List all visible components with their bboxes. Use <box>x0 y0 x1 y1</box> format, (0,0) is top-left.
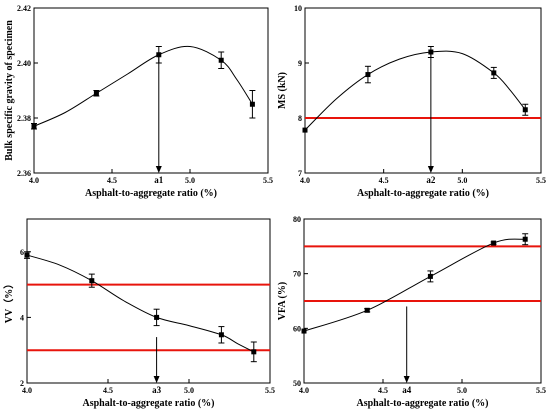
y-tick-label: 4 <box>20 313 24 322</box>
data-point <box>365 72 371 78</box>
x-tick-label: 4.0 <box>29 176 39 185</box>
y-tick-label: 6 <box>20 248 24 257</box>
data-point <box>302 127 308 133</box>
x-tick-label: 5.5 <box>263 176 273 185</box>
x-axis-title: Asphalt-to-aggregate ratio (%) <box>357 188 489 199</box>
y-axis-title: VV（%） <box>2 279 15 323</box>
chart-panel-ms: Asphalt-to-aggregate ratio (%) MS (kN) a… <box>277 4 546 199</box>
plot-frame <box>33 7 269 174</box>
x-tick-label: 5.0 <box>457 386 467 395</box>
y-tick-label: 2.42 <box>17 4 31 13</box>
plot-frame <box>304 7 542 174</box>
x-tick-label: 4.0 <box>22 386 32 395</box>
x-axis-title: Asphalt-to-aggregate ratio (%) <box>82 398 214 409</box>
x-tick-label: 5.0 <box>184 386 194 395</box>
y-tick-label: 2.36 <box>17 169 31 178</box>
x-tick-label: 5.5 <box>536 386 546 395</box>
fitted-curve <box>303 238 526 332</box>
chart-panel-vv: Asphalt-to-aggregate ratio (%) VV（%） a3 … <box>2 218 275 409</box>
x-axis-title: Asphalt-to-aggregate ratio (%) <box>85 188 217 199</box>
data-point <box>93 90 99 96</box>
marker-label-a2: a2 <box>426 175 436 185</box>
y-axis-title: MS (kN) <box>277 72 288 109</box>
y-tick-label: 8 <box>298 114 302 123</box>
marker-label-a1: a1 <box>154 175 164 185</box>
data-point <box>154 314 160 320</box>
marker-arrow-head <box>153 376 160 383</box>
fitted-curve <box>26 254 255 353</box>
x-tick-label: 5.0 <box>457 176 467 185</box>
data-point <box>301 328 307 334</box>
marker-arrow-head <box>427 166 434 173</box>
y-tick-label: 10 <box>294 4 302 13</box>
data-point <box>249 101 255 107</box>
x-tick-label: 4.5 <box>107 176 117 185</box>
x-tick-label: 4.5 <box>378 386 388 395</box>
y-tick-label: 60 <box>293 324 301 333</box>
marker-label-a4: a4 <box>402 385 412 395</box>
y-axis-title: VFA (%) <box>277 282 288 320</box>
y-tick-label: 7 <box>298 169 302 178</box>
marker-label-a3: a3 <box>152 385 162 395</box>
y-tick-label: 2.40 <box>17 59 31 68</box>
data-point <box>491 240 497 246</box>
y-tick-label: 9 <box>298 59 302 68</box>
x-tick-label: 5.0 <box>185 176 195 185</box>
data-point <box>522 107 528 113</box>
chart-panel-bulk-specific-gravity: Asphalt-to-aggregate ratio (%) Bulk spec… <box>4 4 273 199</box>
x-tick-label: 4.0 <box>300 176 310 185</box>
data-point <box>89 278 95 284</box>
marker-arrow-head <box>403 376 410 383</box>
data-point <box>24 252 30 258</box>
y-tick-label: 50 <box>293 379 301 388</box>
y-tick-label: 2.38 <box>17 114 31 123</box>
data-point <box>491 70 497 76</box>
data-point <box>218 57 224 63</box>
marker-arrow-head <box>155 166 162 173</box>
x-tick-label: 4.5 <box>379 176 389 185</box>
chart-panel-vfa: Asphalt-to-aggregate ratio (%) VFA (%) a… <box>277 215 546 409</box>
data-point <box>427 273 433 279</box>
x-tick-label: 4.0 <box>299 386 309 395</box>
y-tick-label: 70 <box>293 270 301 279</box>
plot-frame <box>26 218 271 384</box>
x-axis-title: Asphalt-to-aggregate ratio (%) <box>356 398 488 409</box>
data-point <box>251 349 257 355</box>
y-tick-label: 2 <box>20 379 24 388</box>
y-tick-label: 80 <box>293 215 301 224</box>
data-point <box>364 307 370 313</box>
x-tick-label: 5.5 <box>536 176 546 185</box>
x-tick-label: 5.5 <box>265 386 275 395</box>
y-axis-title: Bulk specific gravity of specimen <box>4 20 15 161</box>
data-point <box>522 236 528 242</box>
data-point <box>31 123 37 129</box>
x-tick-label: 4.5 <box>103 386 113 395</box>
data-point <box>218 332 224 338</box>
